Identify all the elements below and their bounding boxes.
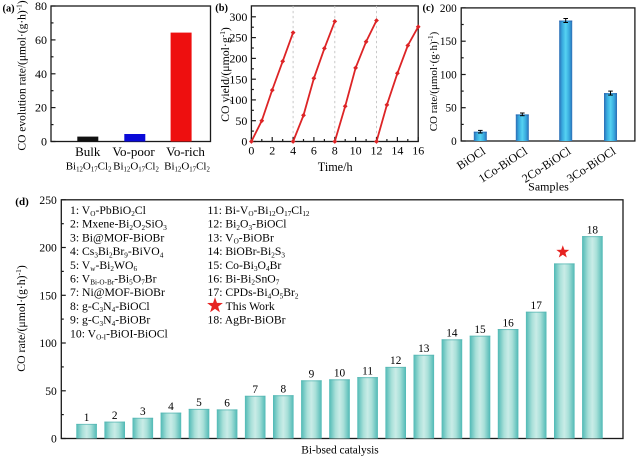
svg-text:13: VO​-BiOBr: 13: VO​-BiOBr [208, 231, 274, 245]
svg-text:100: 100 [39, 337, 57, 350]
svg-text:7: 7 [252, 384, 258, 396]
svg-text:12: 12 [371, 144, 383, 158]
svg-text:Bulk: Bulk [75, 144, 101, 159]
svg-text:10: 10 [350, 144, 362, 158]
svg-text:250: 250 [229, 31, 247, 45]
svg-text:150: 150 [229, 72, 247, 86]
svg-text:Vo-rich: Vo-rich [166, 144, 205, 159]
svg-text:6: 6 [311, 144, 317, 158]
svg-text:80: 80 [35, 0, 47, 13]
svg-text:8: 8 [280, 384, 286, 396]
svg-text:1: 1 [84, 412, 90, 424]
svg-text:18: 18 [587, 224, 599, 236]
svg-text:0: 0 [451, 136, 457, 148]
svg-text:10: VO-I​-BiOI-BiOCl: 10: VO-I​-BiOI-BiOCl [70, 327, 169, 341]
svg-text:100: 100 [229, 93, 247, 107]
svg-text:20: 20 [35, 101, 47, 115]
svg-text:300: 300 [229, 10, 247, 24]
svg-text:12: Bi2​O3​-BiOCl: 12: Bi2​O3​-BiOCl [208, 218, 288, 232]
svg-text:8: g-C3​N4​-BiOCl: 8: g-C3​N4​-BiOCl [70, 300, 150, 314]
svg-text:4: 4 [168, 401, 174, 413]
svg-text:0: 0 [241, 135, 247, 149]
svg-text:100: 100 [440, 70, 457, 82]
svg-text:16: Bi-Bi2​SnO7​: 16: Bi-Bi2​SnO7​ [208, 273, 280, 287]
svg-text:2: 2 [112, 410, 118, 422]
svg-text:50: 50 [45, 385, 57, 398]
svg-text:8: 8 [332, 144, 338, 158]
svg-text:Bi12​O17​Cl2​: Bi12​O17​Cl2​ [164, 161, 210, 174]
svg-text:Samples: Samples [528, 180, 569, 194]
svg-text:14: 14 [391, 144, 403, 158]
svg-text:CO rate/(μmol·(g·h)-1​): CO rate/(μmol·(g·h)-1​) [14, 265, 28, 372]
svg-text:16: 16 [502, 317, 514, 329]
svg-text:4: 4 [290, 144, 296, 158]
svg-text:Bi12​O17​Cl2​: Bi12​O17​Cl2​ [66, 161, 112, 174]
svg-text:Vo-poor: Vo-poor [112, 144, 155, 159]
svg-text:This Work: This Work [226, 300, 275, 313]
svg-text:3: 3 [140, 406, 146, 418]
svg-text:(a): (a) [3, 3, 15, 14]
svg-text:16: 16 [412, 144, 424, 158]
svg-text:0: 0 [41, 135, 47, 149]
svg-text:CO evolution rate/(μmol·(g·h)-: CO evolution rate/(μmol·(g·h)-1​) [15, 0, 28, 150]
svg-text:15: 15 [474, 324, 486, 336]
svg-text:(d): (d) [15, 196, 29, 208]
svg-text:17: CPDs-Bi4​O5​Br2​: 17: CPDs-Bi4​O5​Br2​ [208, 286, 299, 300]
svg-text:200: 200 [39, 242, 57, 255]
svg-text:5: 5 [196, 397, 202, 409]
svg-text:14: 14 [446, 328, 458, 340]
svg-text:(b): (b) [215, 3, 228, 14]
svg-text:0: 0 [248, 144, 254, 158]
svg-text:13: 13 [418, 343, 430, 355]
svg-text:200: 200 [440, 3, 457, 15]
svg-text:40: 40 [35, 67, 47, 81]
svg-text:200: 200 [229, 52, 247, 66]
svg-text:11: 11 [362, 365, 373, 377]
svg-text:2: Mxene-Bi2​O2​SiO3​: 2: Mxene-Bi2​O2​SiO3​ [70, 218, 167, 232]
svg-text:50: 50 [235, 114, 247, 128]
svg-text:CO yield/(μmol·g-1​): CO yield/(μmol·g-1​) [218, 27, 232, 122]
svg-text:15: Co-Bi3​O4​Br: 15: Co-Bi3​O4​Br [208, 259, 282, 273]
svg-text:11: Bi-VO​-Bi12​O17​Cl12​: 11: Bi-VO​-Bi12​O17​Cl12​ [208, 204, 310, 218]
svg-text:Time/h: Time/h [318, 160, 353, 174]
svg-text:Bi12​O17​Cl2​: Bi12​O17​Cl2​ [113, 161, 159, 174]
svg-text:17: 17 [531, 300, 543, 312]
svg-text:4: Cs3​Bi2​Br9​-BiVO4​: 4: Cs3​Bi2​Br9​-BiVO4​ [70, 245, 164, 259]
svg-text:1: VO​-PbBiO2​Cl: 1: VO​-PbBiO2​Cl [70, 204, 147, 218]
svg-text:150: 150 [440, 36, 457, 48]
svg-text:18: AgBr-BiOBr: 18: AgBr-BiOBr [208, 314, 286, 327]
svg-text:10: 10 [334, 368, 346, 380]
svg-text:5: Vw​-Bi2​WO6​: 5: Vw​-Bi2​WO6​ [70, 259, 137, 273]
svg-text:14: BiOBr-Bi2​S3​: 14: BiOBr-Bi2​S3​ [208, 245, 286, 259]
svg-text:2: 2 [269, 144, 275, 158]
svg-text:6: 6 [224, 398, 230, 410]
svg-text:CO rate/(μmol·(g·h)-1​): CO rate/(μmol·(g·h)-1​) [427, 31, 440, 131]
svg-text:9: g-C3​N4​-BiOBr: 9: g-C3​N4​-BiOBr [70, 314, 150, 328]
svg-text:3: Bi@MOF-BiOBr: 3: Bi@MOF-BiOBr [70, 231, 164, 244]
svg-text:60: 60 [35, 33, 47, 47]
svg-text:(c): (c) [423, 3, 435, 14]
svg-text:50: 50 [446, 103, 458, 115]
svg-text:Bi-bsed catalysis: Bi-bsed catalysis [301, 444, 379, 456]
svg-text:9: 9 [309, 369, 315, 381]
svg-text:6: VBi-O-Br​-Bi5​O7​Br: 6: VBi-O-Br​-Bi5​O7​Br [70, 273, 157, 287]
svg-text:250: 250 [39, 194, 57, 207]
svg-text:0: 0 [51, 433, 57, 446]
svg-text:12: 12 [390, 355, 402, 367]
svg-text:150: 150 [39, 289, 57, 302]
svg-text:7: Ni@MOF-BiOBr: 7: Ni@MOF-BiOBr [70, 286, 165, 299]
